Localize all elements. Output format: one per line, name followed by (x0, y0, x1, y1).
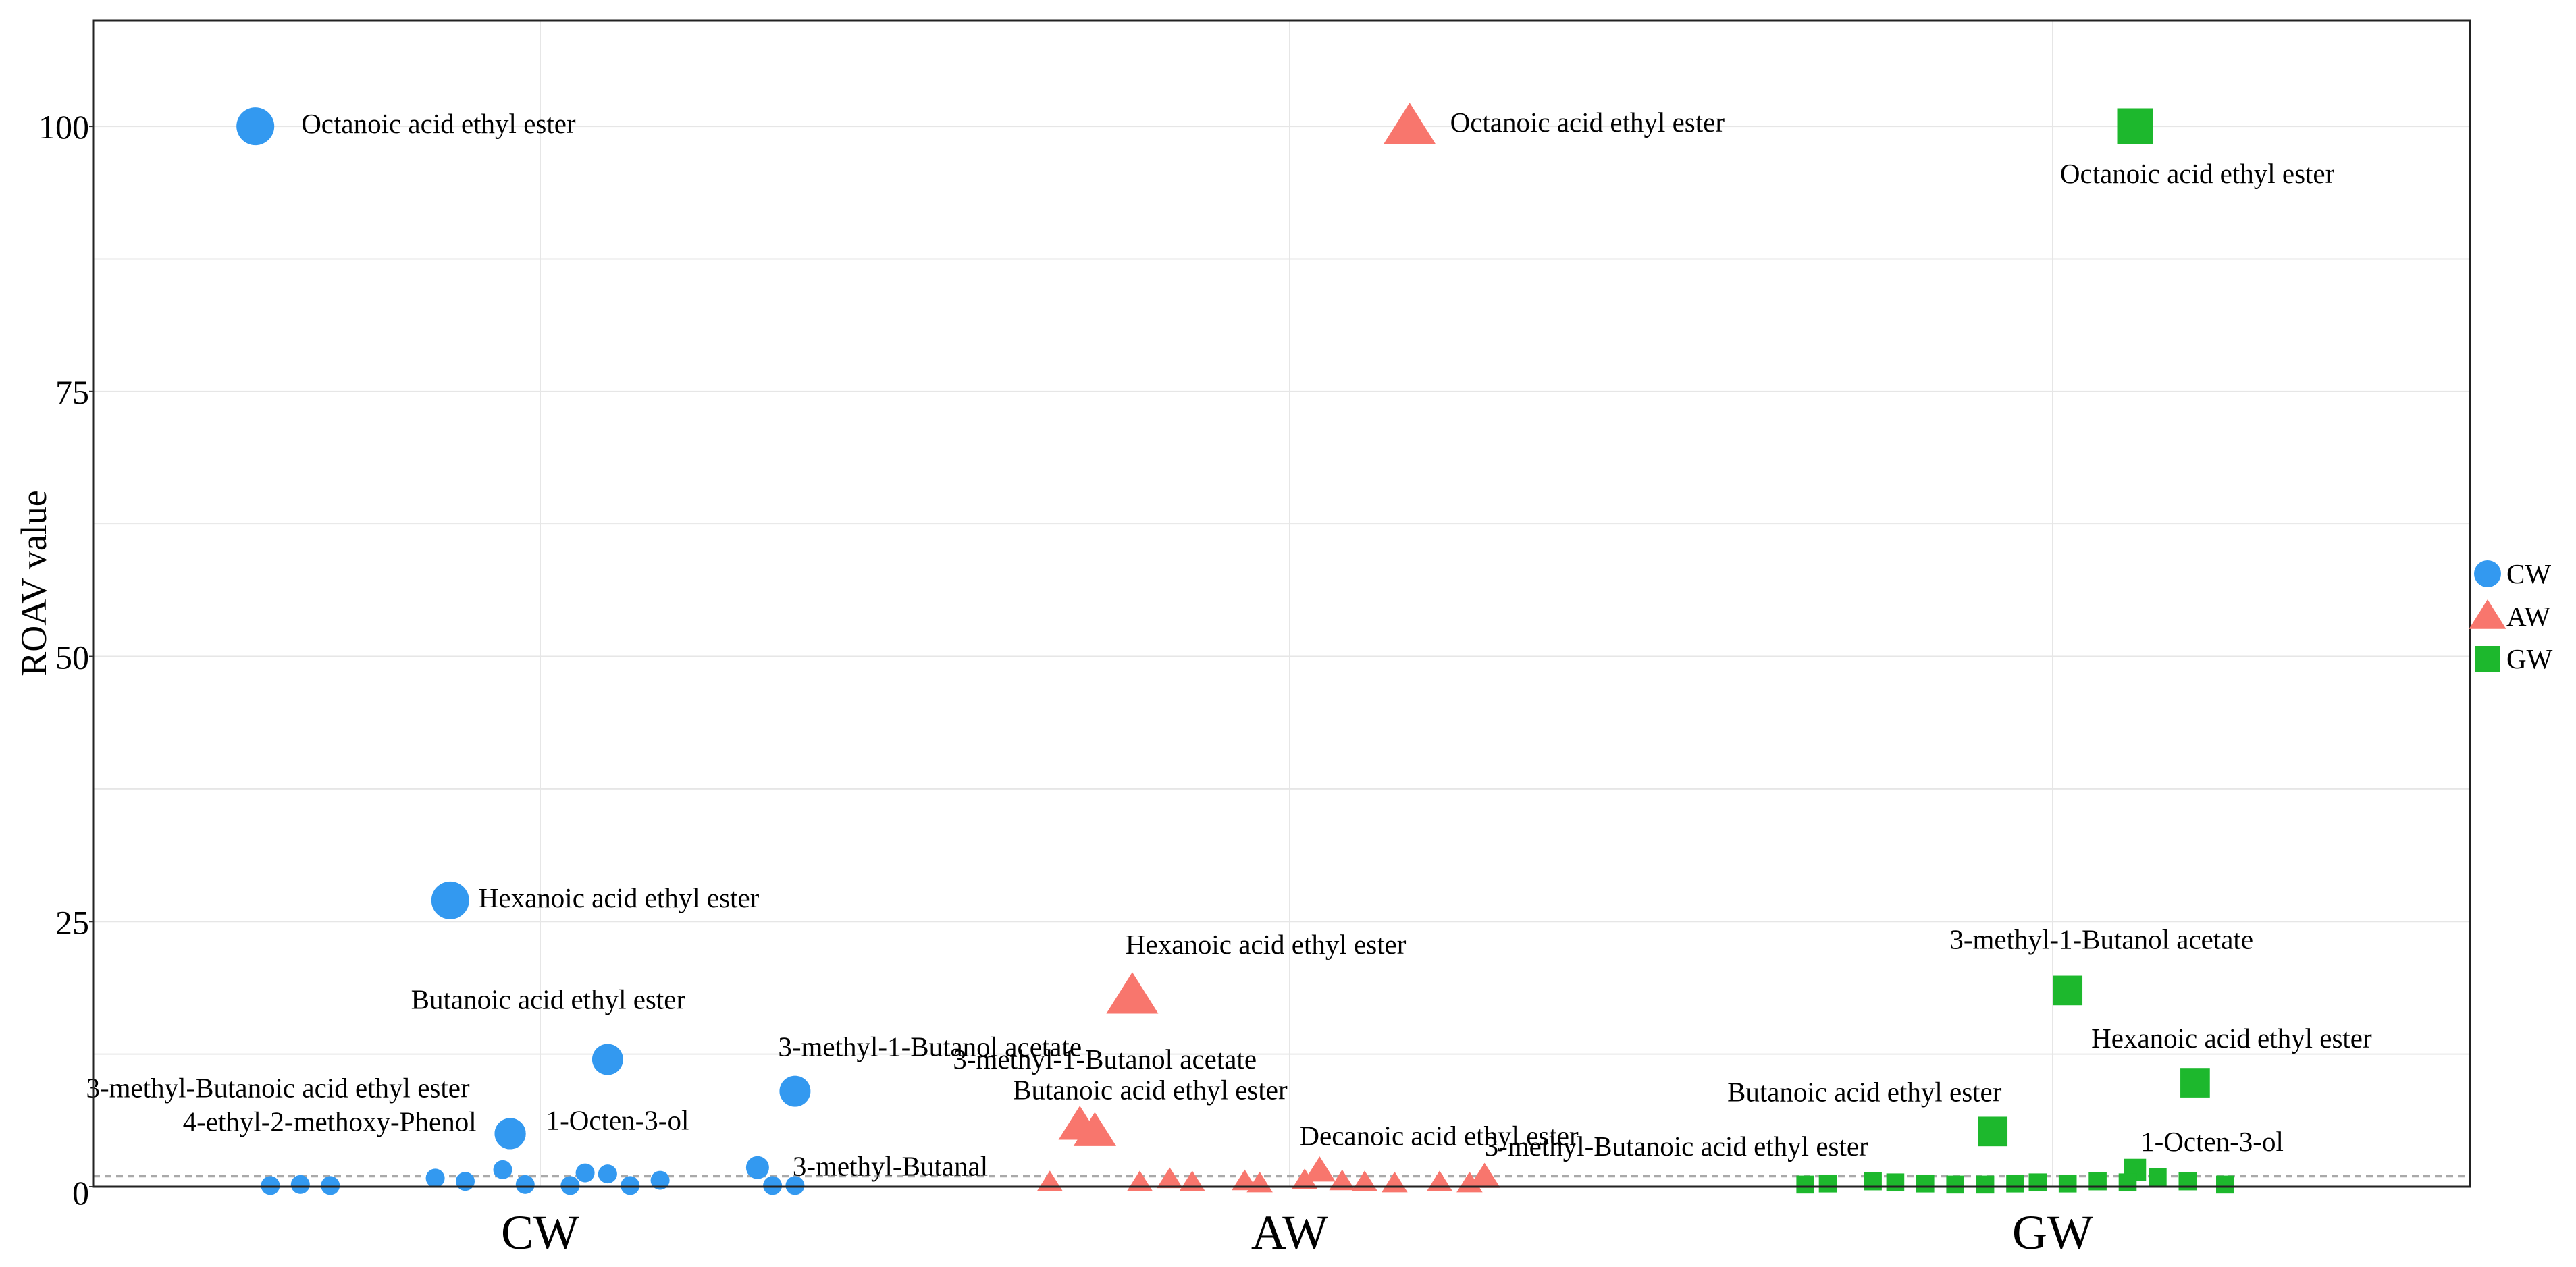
point-annotation: Hexanoic acid ethyl ester (2091, 1023, 2372, 1054)
data-point (560, 1176, 580, 1195)
data-point (2118, 1173, 2137, 1192)
legend: CW AW GW (2469, 558, 2553, 674)
data-point (1329, 1169, 1355, 1191)
data-point (431, 881, 469, 919)
data-point (592, 1044, 623, 1075)
point-annotation: 3-methyl-1-Butanol acetate (1949, 923, 2253, 954)
point-annotation: Butanoic acid ethyl ester (1013, 1074, 1288, 1105)
data-point (515, 1175, 535, 1194)
point-annotation: 3-methyl-1-Butanol acetate (778, 1031, 1082, 1062)
plot-panel-border (92, 19, 2471, 1188)
data-point (2117, 108, 2153, 144)
data-point (1073, 1112, 1117, 1146)
data-point (1106, 972, 1159, 1014)
point-annotation: Octanoic acid ethyl ester (1450, 107, 1725, 138)
legend-key-cw (2474, 560, 2501, 587)
point-annotation: 1-Octen-3-ol (2140, 1126, 2284, 1157)
x-tick-label: GW (2012, 1206, 2093, 1260)
y-tick-label: 50 (55, 639, 89, 676)
series-gw: Octanoic acid ethyl ester 3-methyl-1-Buta… (1727, 108, 2372, 1194)
legend-label: GW (2506, 643, 2553, 674)
point-annotation: Butanoic acid ethyl ester (1727, 1076, 2002, 1107)
point-annotation: Hexanoic acid ethyl ester (479, 882, 760, 913)
y-axis-ticks: 0 25 50 75 100 (38, 108, 93, 1212)
data-point (2058, 1174, 2077, 1193)
legend-key-gw (2475, 646, 2500, 672)
data-point (621, 1176, 640, 1195)
y-tick-label: 75 (55, 373, 89, 411)
legend-label: AW (2506, 601, 2550, 632)
x-tick-label: CW (501, 1206, 579, 1260)
y-tick-label: 25 (55, 903, 89, 941)
data-point (763, 1176, 783, 1195)
point-annotation: 3-methyl-Butanoic acid ethyl ester (1485, 1131, 1868, 1162)
data-point (1304, 1156, 1336, 1182)
data-point (493, 1160, 512, 1179)
data-point (1291, 1168, 1318, 1189)
series-aw: Octanoic acid ethyl ester Hexanoic acid e… (953, 103, 1868, 1193)
point-annotation: 3-methyl-Butanal (793, 1151, 988, 1182)
data-point (785, 1176, 805, 1195)
data-point (456, 1172, 475, 1191)
y-tick-label: 100 (38, 108, 89, 146)
data-point (1978, 1116, 2008, 1147)
data-point (2028, 1173, 2047, 1192)
data-point (236, 107, 275, 146)
point-annotation: Butanoic acid ethyl ester (411, 983, 686, 1015)
legend-label: CW (2506, 558, 2551, 589)
point-annotation: Octanoic acid ethyl ester (2060, 158, 2335, 189)
data-point (1946, 1175, 1964, 1194)
data-points: Octanoic acid ethyl ester Hexanoic acid e… (86, 103, 2372, 1195)
data-point (425, 1168, 445, 1188)
data-point (2216, 1175, 2234, 1194)
data-point (1157, 1167, 1183, 1189)
point-annotation: 4-ethyl-2-methoxy-Phenol (183, 1106, 477, 1137)
x-tick-label: AW (1251, 1206, 1328, 1260)
point-annotation: 1-Octen-3-ol (546, 1104, 689, 1135)
data-point (1916, 1174, 1935, 1193)
data-point (779, 1075, 811, 1107)
data-point (1469, 1162, 1500, 1188)
point-annotation: Hexanoic acid ethyl ester (1126, 929, 1407, 960)
legend-key-aw (2469, 599, 2506, 629)
point-annotation: Octanoic acid ethyl ester (301, 108, 576, 139)
data-point (2006, 1174, 2024, 1193)
data-point (321, 1176, 340, 1195)
data-point (2053, 975, 2083, 1006)
y-axis-label: ROAV value (14, 490, 54, 676)
x-axis-ticks: CW AW GW (501, 1206, 2093, 1260)
point-annotation: 3-methyl-Butanoic acid ethyl ester (86, 1072, 469, 1103)
data-point (290, 1175, 310, 1194)
point-annotation: 3-methyl-1-Butanol acetate (953, 1044, 1257, 1075)
data-point (494, 1118, 526, 1150)
gridlines (93, 20, 2470, 1187)
data-point (745, 1156, 769, 1179)
data-point (1232, 1169, 1258, 1191)
data-point (261, 1176, 280, 1195)
data-point (2180, 1068, 2210, 1098)
data-point (2149, 1168, 2167, 1187)
data-point (1818, 1174, 1837, 1193)
series-cw: Octanoic acid ethyl ester Hexanoic acid e… (86, 107, 1082, 1195)
data-point (650, 1170, 670, 1190)
data-point (1796, 1175, 1814, 1194)
data-point (598, 1164, 617, 1184)
data-point (1976, 1175, 1995, 1194)
data-point (1886, 1173, 1905, 1192)
data-point (1384, 103, 1436, 144)
data-point (575, 1163, 595, 1183)
point-annotation: Decanoic acid ethyl ester (1299, 1120, 1579, 1151)
y-tick-label: 0 (72, 1174, 89, 1212)
